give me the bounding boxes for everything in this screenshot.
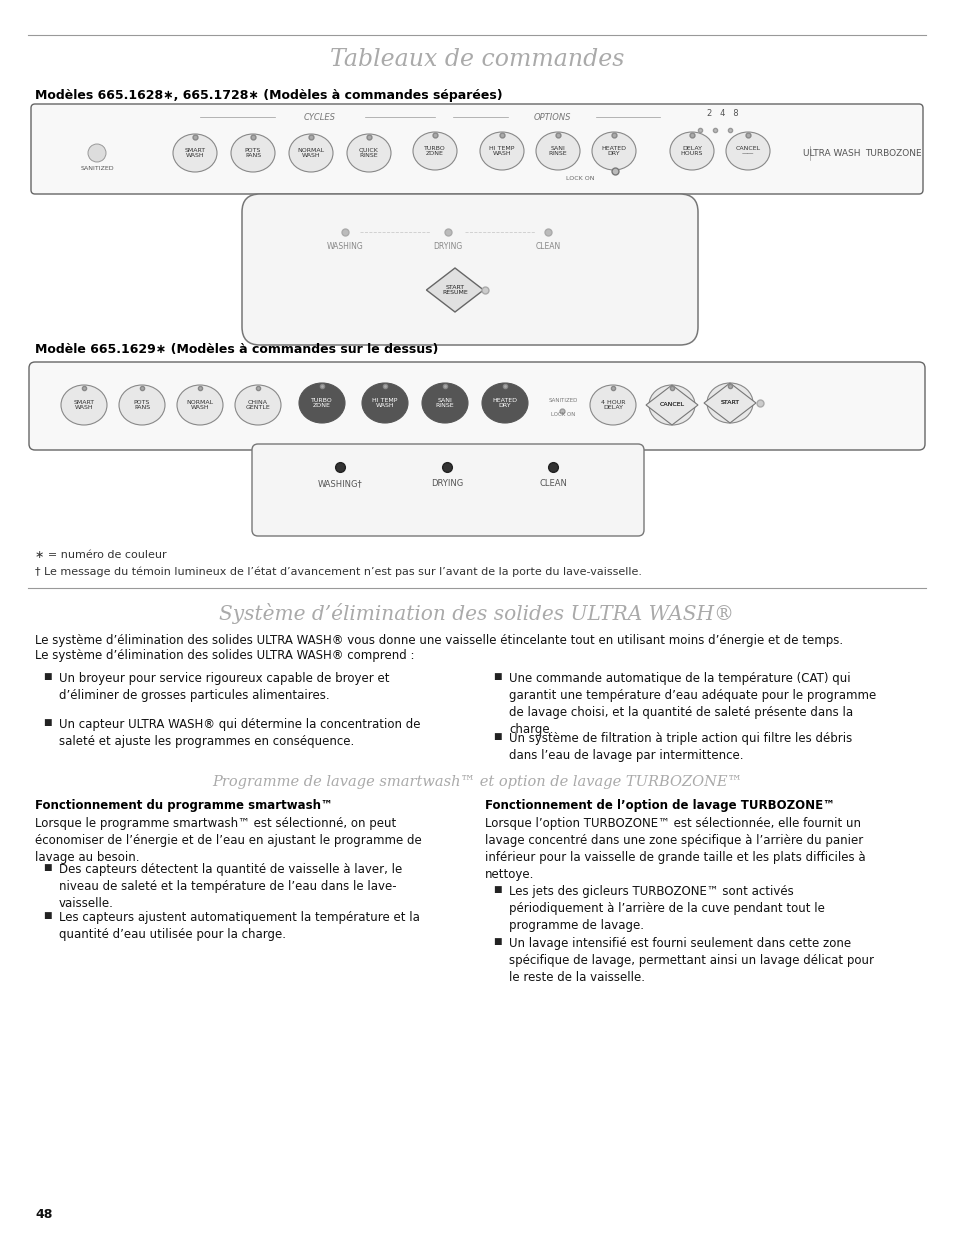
Text: Un système de filtration à triple action qui filtre les débris
dans l’eau de lav: Un système de filtration à triple action… [509,732,851,762]
Text: Fonctionnement de l’option de lavage TURBOZONE™: Fonctionnement de l’option de lavage TUR… [484,799,834,812]
Text: Lorsque le programme smartwash™ est sélectionné, on peut
économiser de l’énergie: Lorsque le programme smartwash™ est séle… [35,817,421,864]
Text: DRYING: DRYING [431,479,462,488]
Polygon shape [703,383,755,422]
Text: 4 HOUR
DELAY: 4 HOUR DELAY [600,400,624,410]
Text: DELAY
HOURS: DELAY HOURS [680,146,702,156]
Ellipse shape [592,133,636,170]
FancyBboxPatch shape [29,362,924,450]
Text: † Le message du témoin lumineux de l’état d’avancement n’est pas sur l’avant de : † Le message du témoin lumineux de l’éta… [35,566,641,577]
FancyBboxPatch shape [30,104,923,195]
Text: Des capteurs détectent la quantité de vaisselle à laver, le
niveau de saleté et : Des capteurs détectent la quantité de va… [59,864,402,909]
Text: Fonctionnement du programme smartwash™: Fonctionnement du programme smartwash™ [35,799,333,812]
Ellipse shape [298,383,345,422]
Text: POTS
PANS: POTS PANS [133,400,150,410]
Text: ■: ■ [43,864,51,872]
Text: Les capteurs ajustent automatiquement la température et la
quantité d’eau utilis: Les capteurs ajustent automatiquement la… [59,911,419,940]
Text: ■: ■ [43,911,51,921]
Text: TURBOZONE: TURBOZONE [863,149,921,157]
Ellipse shape [361,383,408,422]
Polygon shape [426,268,483,312]
Ellipse shape [706,383,752,422]
Text: SMART
WASH: SMART WASH [73,400,94,410]
Text: Lorsque l’option TURBOZONE™ est sélectionnée, elle fournit un
lavage concentré d: Lorsque l’option TURBOZONE™ est sélectio… [484,817,864,881]
Text: SANI
RINSE: SANI RINSE [548,146,567,156]
Text: HEATED
DRY: HEATED DRY [492,398,517,409]
Ellipse shape [119,385,165,425]
Text: Les jets des gicleurs TURBOZONE™ sont activés
périodiquement à l’arrière de la c: Les jets des gicleurs TURBOZONE™ sont ac… [509,885,824,932]
Ellipse shape [413,133,456,170]
Ellipse shape [536,133,579,170]
Ellipse shape [177,385,223,425]
Text: Un broyeur pour service rigoureux capable de broyer et
d’éliminer de grosses par: Un broyeur pour service rigoureux capabl… [59,672,389,703]
Text: Le système d’élimination des solides ULTRA WASH® comprend :: Le système d’élimination des solides ULT… [35,649,414,662]
Text: WASHING: WASHING [326,242,363,252]
Text: Un lavage intensifié est fourni seulement dans cette zone
spécifique de lavage, : Un lavage intensifié est fourni seulemen… [509,937,873,984]
Text: WASHING†: WASHING† [317,479,362,488]
Text: START: START [720,400,739,405]
Polygon shape [645,385,698,425]
Ellipse shape [589,385,636,425]
Ellipse shape [61,385,107,425]
Text: POTS
PANS: POTS PANS [245,147,261,159]
Text: START: START [720,400,739,405]
Ellipse shape [479,133,523,170]
Text: Programme de lavage smartwash™ et option de lavage TURBOZONE™: Programme de lavage smartwash™ et option… [212,776,741,789]
Text: ■: ■ [493,937,500,947]
Text: CLEAN: CLEAN [535,242,560,252]
Text: ■: ■ [493,672,500,681]
Text: Le système d’élimination des solides ULTRA WASH® vous donne une vaisselle étince: Le système d’élimination des solides ULT… [35,634,842,647]
Ellipse shape [234,385,281,425]
Text: Un capteur ULTRA WASH® qui détermine la concentration de
saleté et ajuste les pr: Un capteur ULTRA WASH® qui détermine la … [59,717,420,748]
Text: QUICK
RINSE: QUICK RINSE [358,147,378,159]
Text: ∗ = numéro de couleur: ∗ = numéro de couleur [35,550,167,560]
Text: NORMAL
WASH: NORMAL WASH [186,400,213,410]
Ellipse shape [172,134,216,172]
Text: CLEAN: CLEAN [538,479,566,488]
Text: DRYING: DRYING [433,242,462,252]
Text: LOCK ON: LOCK ON [565,176,594,181]
Text: LOCK ON: LOCK ON [550,413,575,418]
Text: ■: ■ [43,672,51,681]
Text: NORMAL
WASH: NORMAL WASH [297,147,324,159]
Text: SANITIZED: SANITIZED [548,398,578,403]
Ellipse shape [347,134,391,172]
Text: START
RESUME: START RESUME [441,285,467,295]
Text: CANCEL
——: CANCEL —— [735,146,760,156]
Text: Une commande automatique de la température (CAT) qui
garantit une température d’: Une commande automatique de la températu… [509,672,876,736]
Text: 2   4   8: 2 4 8 [706,109,738,119]
Text: TURBO
ZONE: TURBO ZONE [424,146,445,156]
Ellipse shape [669,133,713,170]
Text: HI TEMP
WASH: HI TEMP WASH [372,398,397,409]
Text: ■: ■ [493,732,500,741]
Text: Modèle 665.1629∗ (Modèles à commandes sur le dessus): Modèle 665.1629∗ (Modèles à commandes su… [35,343,438,357]
Text: CHINA
GENTLE: CHINA GENTLE [245,400,270,410]
Text: CYCLES: CYCLES [304,113,335,121]
Ellipse shape [481,383,527,422]
Text: ■: ■ [43,717,51,727]
Text: CANCEL: CANCEL [659,403,684,408]
Text: 48: 48 [35,1208,52,1222]
Text: TURBO
ZONE: TURBO ZONE [311,398,333,409]
Text: SANITIZED: SANITIZED [80,166,113,171]
Text: ULTRA WASH: ULTRA WASH [802,149,860,157]
Text: Système d’élimination des solides ULTRA WASH®: Système d’élimination des solides ULTRA … [219,602,734,623]
Text: HEATED
DRY: HEATED DRY [601,146,626,156]
Ellipse shape [725,133,769,170]
Ellipse shape [648,385,695,425]
Text: SMART
WASH: SMART WASH [184,147,205,159]
Text: ■: ■ [493,885,500,895]
Ellipse shape [421,383,468,422]
Text: SANI
RINSE: SANI RINSE [436,398,454,409]
Ellipse shape [231,134,274,172]
Text: HI TEMP
WASH: HI TEMP WASH [489,146,515,156]
FancyBboxPatch shape [242,195,698,344]
Text: Tableaux de commandes: Tableaux de commandes [330,48,623,72]
Text: CANCEL: CANCEL [659,403,684,408]
FancyBboxPatch shape [252,444,643,536]
Circle shape [88,144,106,162]
Text: Modèles 665.1628∗, 665.1728∗ (Modèles à commandes séparées): Modèles 665.1628∗, 665.1728∗ (Modèles à … [35,88,502,102]
Text: OPTIONS: OPTIONS [533,113,570,121]
Ellipse shape [289,134,333,172]
